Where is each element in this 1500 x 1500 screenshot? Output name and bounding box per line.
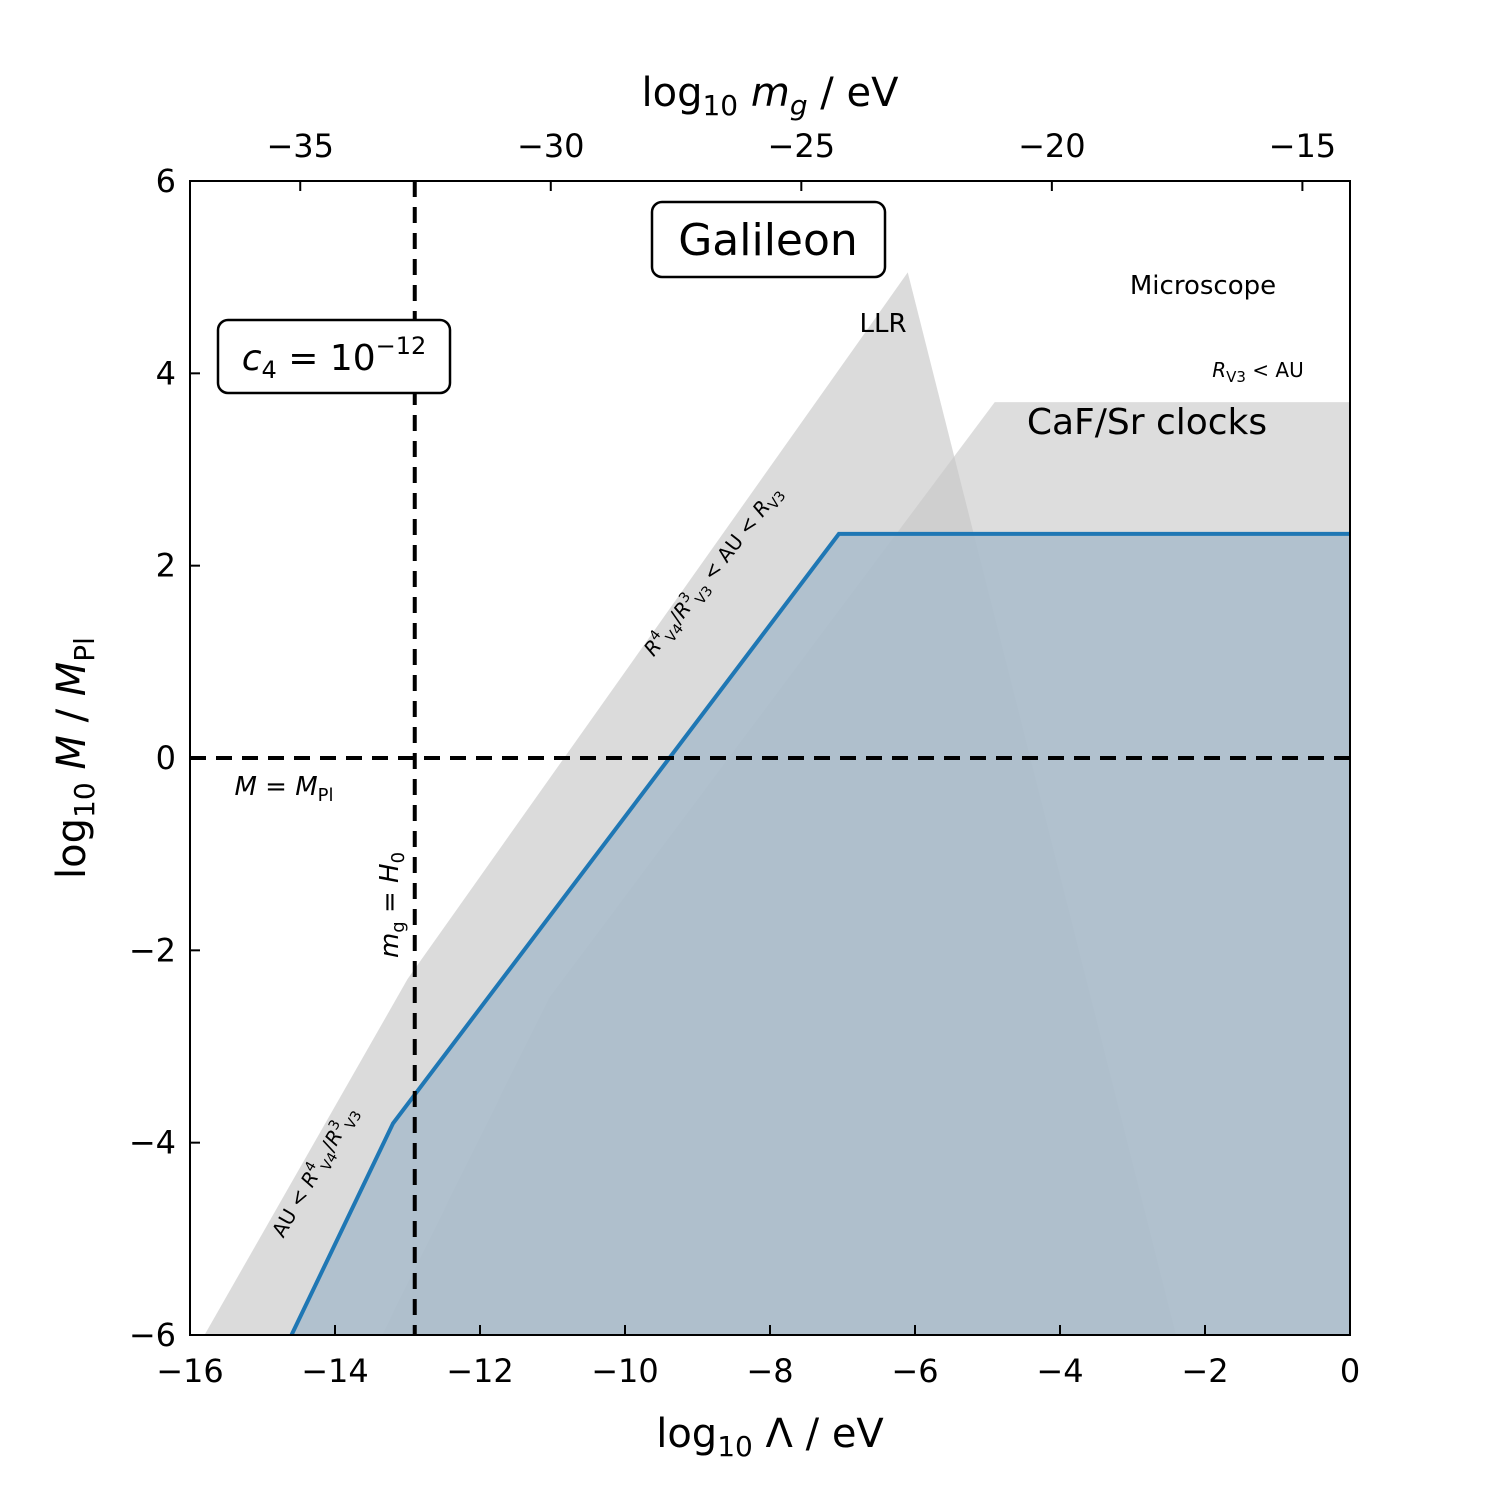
x-tick-label: −4 bbox=[1036, 1352, 1083, 1390]
y-tick-label: −4 bbox=[129, 1124, 176, 1162]
y-tick-label: 4 bbox=[156, 354, 176, 392]
y-tick-label: 0 bbox=[156, 739, 176, 777]
microscope-boundary-line bbox=[289, 531, 1350, 1335]
chart-title: Galileon bbox=[678, 215, 858, 266]
m-equals-mpl-label: M = MPl bbox=[234, 772, 333, 806]
mg-equals-h0-label: mg = H0 bbox=[375, 852, 409, 958]
y-axis-ticks: −6 −4 −2 0 2 4 6 bbox=[129, 162, 200, 1354]
title-box bbox=[650, 200, 887, 279]
x-tick-label: −8 bbox=[746, 1352, 793, 1390]
y-tick-label: −6 bbox=[129, 1316, 176, 1354]
y-tick-label: 6 bbox=[156, 162, 176, 200]
x-tick-label: −6 bbox=[891, 1352, 938, 1390]
x-tick-label: −2 bbox=[1181, 1352, 1228, 1390]
top-tick-label: −15 bbox=[1269, 127, 1337, 165]
parameter-label: c4 = 10−12 bbox=[242, 332, 427, 384]
top-tick-label: −20 bbox=[1018, 127, 1086, 165]
x-axis-ticks: −16 −14 −12 −10 −8 −6 −4 −2 0 bbox=[156, 1325, 1360, 1390]
y-tick-label: 2 bbox=[156, 547, 176, 585]
microscope-region bbox=[291, 533, 1350, 1335]
top-tick-label: −35 bbox=[266, 127, 334, 165]
llr-label: LLR bbox=[859, 309, 906, 339]
parameter-box bbox=[216, 318, 452, 395]
top-tick-label: −25 bbox=[768, 127, 836, 165]
rv3-lt-au-label: RV3 < AU bbox=[1212, 358, 1304, 386]
top-axis-ticks: −35 −30 −25 −20 −15 bbox=[266, 127, 1336, 191]
microscope-label: Microscope bbox=[1130, 271, 1276, 301]
y-tick-label: −2 bbox=[129, 931, 176, 969]
clocks-label: CaF/Sr clocks bbox=[1027, 402, 1267, 443]
x-tick-label: −14 bbox=[301, 1352, 369, 1390]
y-axis-title: log10 M / MPl bbox=[49, 637, 101, 879]
x-tick-label: 0 bbox=[1340, 1352, 1360, 1390]
x-tick-label: −16 bbox=[156, 1352, 224, 1390]
x-axis-title: log10 Λ / eV bbox=[656, 1411, 884, 1463]
x-tick-label: −10 bbox=[591, 1352, 659, 1390]
top-tick-label: −30 bbox=[517, 127, 585, 165]
x-tick-label: −12 bbox=[446, 1352, 514, 1390]
top-axis-title: log10 mg / eV bbox=[642, 70, 900, 122]
